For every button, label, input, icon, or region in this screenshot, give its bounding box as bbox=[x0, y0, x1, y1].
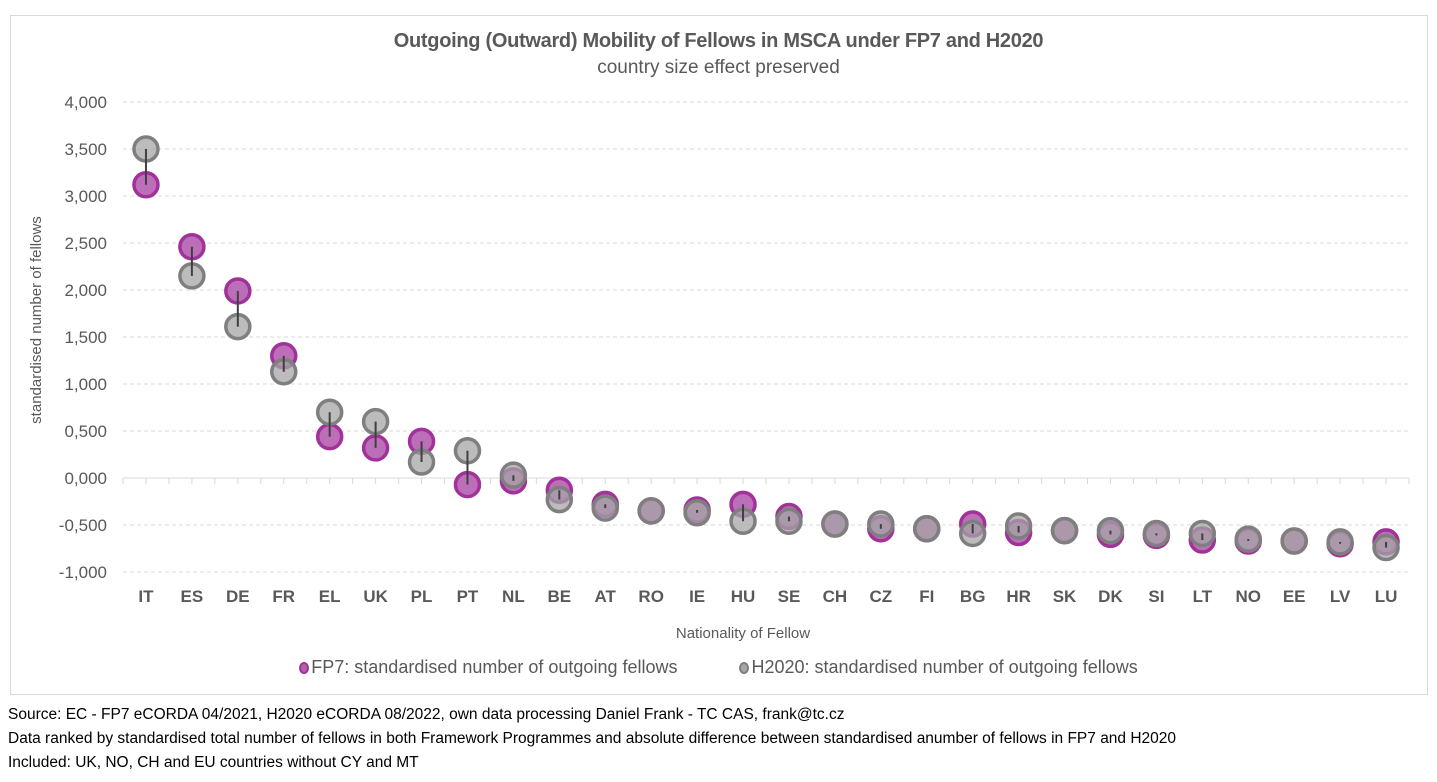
x-tick-label: UK bbox=[363, 587, 388, 606]
x-tick-label: RO bbox=[638, 587, 664, 606]
chart-title: Outgoing (Outward) Mobility of Fellows i… bbox=[393, 30, 1044, 52]
x-axis: IT ES DE FR EL UK PL PT NL BE AT RO IE HU SE CH CZ FI BG HR… bbox=[122, 477, 1410, 606]
x-tick-label: ES bbox=[181, 587, 204, 606]
x-axis-title: Nationality of Fellow bbox=[676, 625, 810, 642]
fp7-marker-icon bbox=[299, 661, 310, 674]
x-tick-label: BG bbox=[960, 587, 986, 606]
y-tick-label: 2,500 bbox=[64, 234, 107, 253]
x-tick-label: LU bbox=[1375, 587, 1398, 606]
x-tick-label: IE bbox=[689, 587, 705, 606]
y-tick-label: -1,000 bbox=[59, 563, 107, 582]
h2020-point-ch[interactable] bbox=[821, 510, 849, 538]
y-tick-label: 1,000 bbox=[64, 375, 107, 394]
x-tick-label: FR bbox=[272, 587, 295, 606]
y-axis-title: standardised number of fellows bbox=[28, 216, 45, 424]
x-tick-label: AT bbox=[595, 587, 617, 606]
x-tick-label: PL bbox=[411, 587, 433, 606]
x-tick-label: NO bbox=[1236, 587, 1262, 606]
h2020-point-fi[interactable] bbox=[913, 515, 941, 543]
chart-frame bbox=[10, 15, 1428, 695]
y-axis-ticks: 4,000 3,500 3,000 2,500 2,000 1,500 1,000 0,500… bbox=[59, 93, 107, 582]
x-tick-label: HR bbox=[1006, 587, 1031, 606]
gridlines bbox=[123, 101, 1409, 573]
x-tick-label: CH bbox=[823, 587, 848, 606]
footnote-included: Included: UK, NO, CH and EU countries wi… bbox=[8, 754, 419, 771]
x-tick-label: SK bbox=[1053, 587, 1077, 606]
footnote-source: Source: EC - FP7 eCORDA 04/2021, H2020 e… bbox=[8, 706, 845, 723]
y-tick-label: -0,500 bbox=[59, 516, 107, 535]
h2020-point-ro[interactable] bbox=[637, 497, 665, 525]
h2020-marker-icon bbox=[739, 661, 750, 674]
x-tick-label: CZ bbox=[869, 587, 892, 606]
x-tick-label: DE bbox=[226, 587, 250, 606]
y-tick-label: 3,000 bbox=[64, 187, 107, 206]
h2020-point-sk[interactable] bbox=[1050, 516, 1079, 545]
x-tick-label: EE bbox=[1283, 587, 1306, 606]
legend-item-fp7[interactable]: FP7: standardised number of outgoing fel… bbox=[299, 657, 677, 678]
x-tick-label: BE bbox=[548, 587, 572, 606]
y-tick-label: 0,500 bbox=[64, 422, 107, 441]
y-tick-label: 0,000 bbox=[64, 469, 107, 488]
x-tick-label: NL bbox=[502, 587, 525, 606]
x-tick-label: EL bbox=[319, 587, 341, 606]
legend-label-h2020: H2020: standardised number of outgoing f… bbox=[751, 657, 1138, 677]
legend: FP7: standardised number of outgoing fel… bbox=[0, 657, 1437, 678]
x-tick-label: IT bbox=[138, 587, 154, 606]
x-tick-label: SI bbox=[1148, 587, 1164, 606]
legend-item-h2020[interactable]: H2020: standardised number of outgoing f… bbox=[739, 657, 1138, 678]
x-tick-label: FI bbox=[919, 587, 934, 606]
legend-label-fp7: FP7: standardised number of outgoing fel… bbox=[311, 657, 678, 677]
x-tick-label: HU bbox=[731, 587, 756, 606]
h2020-point-ee[interactable] bbox=[1280, 527, 1308, 555]
x-tick-label: LV bbox=[1330, 587, 1351, 606]
x-tick-label: LT bbox=[1193, 587, 1213, 606]
y-tick-label: 2,000 bbox=[64, 281, 107, 300]
x-tick-label: PT bbox=[457, 587, 479, 606]
x-tick-label: SE bbox=[778, 587, 801, 606]
x-tick-label: DK bbox=[1098, 587, 1123, 606]
footnote-ranking: Data ranked by standardised total number… bbox=[8, 730, 1177, 747]
y-tick-label: 4,000 bbox=[64, 93, 107, 112]
chart-subtitle: country size effect preserved bbox=[597, 57, 840, 78]
data-markers bbox=[132, 135, 1400, 562]
y-tick-label: 3,500 bbox=[64, 140, 107, 159]
y-tick-label: 1,500 bbox=[64, 328, 107, 347]
